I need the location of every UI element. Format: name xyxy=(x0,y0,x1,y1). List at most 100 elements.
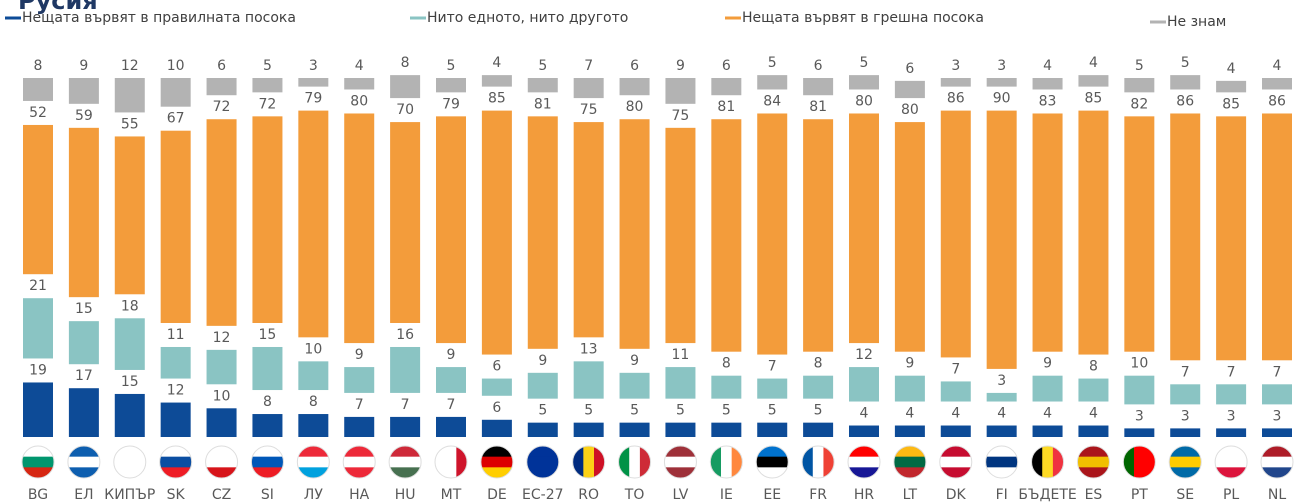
flag-stripe xyxy=(756,467,789,478)
data-label: 75 xyxy=(580,102,598,118)
flag-stripe xyxy=(389,456,422,468)
flag-stripe xyxy=(1215,456,1248,468)
flag-stripe xyxy=(297,456,330,468)
bar-segment xyxy=(986,392,1017,402)
bar-segment xyxy=(481,419,512,437)
flag xyxy=(1215,446,1248,478)
flag xyxy=(159,446,192,478)
x-tick-label: PL xyxy=(1223,487,1239,503)
data-label: 12 xyxy=(213,330,231,346)
data-label: 6 xyxy=(217,58,226,74)
data-label: 9 xyxy=(79,58,88,74)
bar-segment xyxy=(481,75,512,87)
bar-segment xyxy=(1262,78,1292,90)
bar-segment xyxy=(23,78,53,101)
flag xyxy=(297,446,330,478)
data-label: 86 xyxy=(1268,93,1286,109)
data-label: 3 xyxy=(1273,408,1282,424)
data-label: 9 xyxy=(676,58,685,74)
x-tick-label: FI xyxy=(996,487,1008,503)
flag-stripe xyxy=(343,446,376,458)
data-label: 5 xyxy=(814,403,823,419)
flag-stripe xyxy=(67,446,100,458)
data-label: 5 xyxy=(1181,55,1190,71)
data-label: 3 xyxy=(997,373,1006,389)
flag-stripe xyxy=(389,446,422,458)
bar-segment xyxy=(665,367,696,399)
data-label: 8 xyxy=(34,58,43,74)
bar-segment xyxy=(849,75,879,90)
bar-segment xyxy=(986,425,1017,437)
flag-border xyxy=(847,445,881,479)
data-label: 11 xyxy=(672,347,690,363)
flag-stripe xyxy=(1215,467,1248,478)
data-label: 8 xyxy=(1089,359,1098,375)
data-label: 18 xyxy=(121,298,139,314)
x-tick-label: SI xyxy=(261,487,274,503)
flag-border xyxy=(939,445,973,479)
bar-segment xyxy=(849,367,879,402)
flag-border xyxy=(618,445,652,479)
flag xyxy=(205,446,238,478)
flag-stripe xyxy=(1123,446,1135,478)
flag xyxy=(664,446,697,478)
data-label: 75 xyxy=(672,108,690,124)
flag-stripe xyxy=(1261,446,1293,458)
data-label: 4 xyxy=(951,406,960,422)
bar-segment xyxy=(1124,375,1155,405)
x-tick-label: SK xyxy=(167,487,186,503)
bar-segment xyxy=(390,75,421,99)
bar-segment xyxy=(481,378,512,396)
bar-segment xyxy=(23,124,53,275)
flag xyxy=(985,446,1018,478)
bar-segment xyxy=(390,346,421,393)
flag-border xyxy=(342,445,376,479)
x-tick-label: BG xyxy=(28,487,48,503)
flag-border xyxy=(21,445,55,479)
flag xyxy=(756,446,789,478)
flag xyxy=(1123,446,1156,478)
data-label: 3 xyxy=(951,58,960,74)
flag-stripe xyxy=(1042,446,1054,478)
legend-label: Нещата вървят в грешна посока xyxy=(742,10,984,26)
bar-segment xyxy=(1032,78,1063,90)
data-label: 82 xyxy=(1130,96,1148,112)
bar-segment xyxy=(619,372,650,399)
bar-segment xyxy=(573,122,604,338)
bar-segment xyxy=(1262,428,1292,437)
bar-segment xyxy=(619,119,650,349)
data-label: 3 xyxy=(1135,408,1144,424)
data-label: 10 xyxy=(213,388,231,404)
bar-segment xyxy=(803,119,834,352)
flag-stripe xyxy=(343,456,376,468)
flag-stripe xyxy=(985,446,1018,458)
flag-stripe xyxy=(22,467,54,478)
bar-segment xyxy=(1124,116,1155,352)
flag xyxy=(618,446,651,478)
bar-segment xyxy=(757,75,788,90)
data-label: 5 xyxy=(630,403,639,419)
flag-border xyxy=(1214,445,1248,479)
flag xyxy=(893,446,926,478)
flag-stripe xyxy=(22,456,54,468)
flag-border xyxy=(572,445,606,479)
data-label: 7 xyxy=(1273,364,1282,380)
bar-segment xyxy=(1078,378,1109,402)
flag-stripe xyxy=(251,467,284,478)
data-label: 5 xyxy=(538,58,547,74)
bar-segment xyxy=(1262,113,1292,361)
bar-segment xyxy=(711,422,742,437)
data-label: 10 xyxy=(304,341,322,357)
x-tick-label: ЕС-27 xyxy=(522,487,564,503)
flag-stripe xyxy=(572,446,584,478)
flag-stripe xyxy=(205,467,238,478)
data-label: 72 xyxy=(259,96,277,112)
data-label: 11 xyxy=(167,327,185,343)
x-tick-label: CZ xyxy=(212,487,231,503)
flag-stripe xyxy=(205,446,238,458)
flag-stripe xyxy=(435,446,447,478)
bar-segment xyxy=(665,78,696,104)
data-label: 4 xyxy=(905,406,914,422)
bar-segment xyxy=(252,346,283,391)
bar-segment xyxy=(114,393,145,437)
